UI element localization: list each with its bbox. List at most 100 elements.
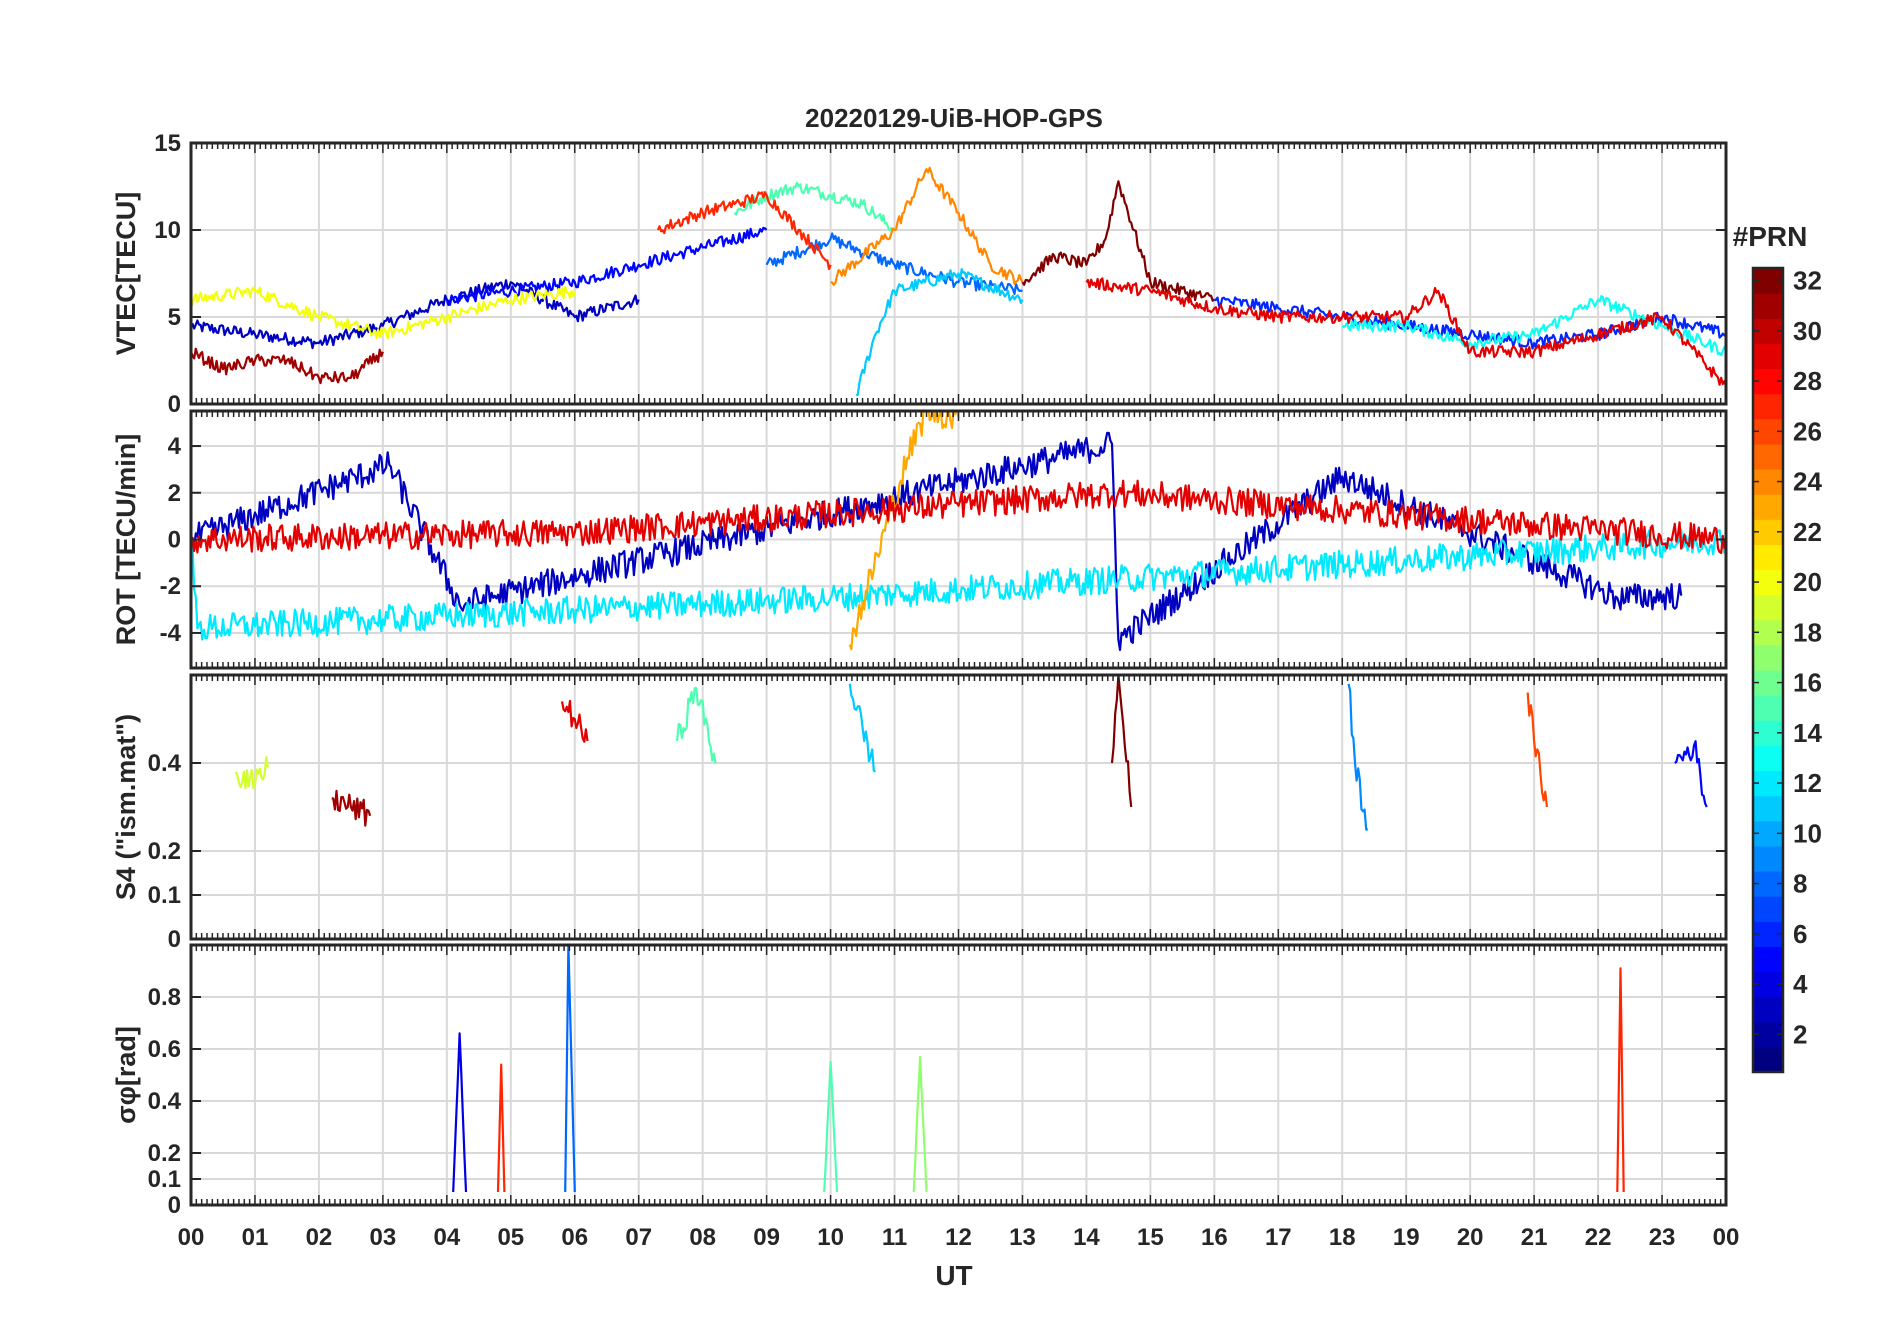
colorbar-segment — [1753, 393, 1783, 420]
series-line-prn-9 — [1347, 683, 1369, 831]
x-tick-label: 02 — [306, 1224, 333, 1251]
x-tick-label: 03 — [370, 1224, 397, 1251]
colorbar-segment — [1753, 544, 1783, 571]
x-tick-label: 00 — [1713, 1224, 1740, 1251]
y-tick-label: 0.4 — [148, 750, 182, 777]
y-tick-label: 0 — [168, 926, 181, 953]
colorbar-segment — [1753, 343, 1783, 370]
colorbar-tick-label: 18 — [1793, 617, 1822, 647]
colorbar-tick-label: 26 — [1793, 416, 1822, 446]
colorbar-tick-label: 4 — [1793, 969, 1808, 999]
x-tick-label: 08 — [689, 1224, 716, 1251]
y-tick-label: 10 — [154, 217, 181, 244]
colorbar-segment — [1753, 946, 1783, 973]
x-tick-label: 05 — [497, 1224, 524, 1251]
series-group — [452, 945, 1625, 1193]
series-line-prn-15 — [823, 1060, 839, 1193]
colorbar-tick-label: 2 — [1793, 1019, 1807, 1049]
colorbar-tick-label: 8 — [1793, 869, 1807, 899]
series-line-prn-20 — [191, 285, 576, 340]
x-tick-label: 06 — [561, 1224, 588, 1251]
x-tick-label: 07 — [625, 1224, 652, 1251]
series-line-prn-29 — [191, 479, 1726, 555]
series-line-prn-3 — [191, 279, 640, 350]
x-tick-label: 22 — [1585, 1224, 1612, 1251]
y-tick-label: 0 — [168, 391, 181, 418]
colorbar-segment — [1753, 996, 1783, 1023]
series-line-prn-15 — [733, 181, 896, 232]
series-line-prn-11 — [848, 683, 877, 773]
y-axis-label: VTEC[TECU] — [111, 192, 141, 356]
colorbar-tick-label: 28 — [1793, 366, 1822, 396]
y-tick-label: 15 — [154, 130, 181, 157]
y-tick-label: 0.6 — [148, 1036, 181, 1063]
y-tick-labels: 0 0.1 0.2 0.4 — [148, 750, 1726, 953]
x-tick-label: 13 — [1009, 1224, 1036, 1251]
x-tick-label: 11 — [882, 1224, 907, 1251]
colorbar-tick-label: 24 — [1793, 467, 1822, 497]
series-line-prn-12 — [191, 528, 1726, 641]
x-tick-label: 16 — [1201, 1224, 1228, 1251]
y-tick-label: 0.1 — [148, 882, 181, 909]
colorbar-segment — [1753, 494, 1783, 520]
x-tick-label: 10 — [817, 1224, 844, 1251]
series-group — [234, 675, 1708, 831]
series-line-prn-8 — [564, 945, 576, 1193]
x-tick-label: 23 — [1649, 1224, 1676, 1251]
series-line-prn-27 — [1616, 967, 1625, 1193]
series-line-prn-31 — [191, 347, 384, 385]
x-ticks — [190, 945, 1727, 1205]
colorbar-segment — [1753, 745, 1783, 772]
colorbar-tick-label: 30 — [1793, 316, 1822, 346]
x-tick-label: 00 — [178, 1224, 205, 1251]
series-line-prn-15 — [676, 687, 717, 764]
y-tick-label: -2 — [160, 573, 181, 600]
colorbar-segment — [1753, 896, 1783, 922]
y-axis-label: σφ[rad] — [111, 1026, 141, 1124]
x-ticks — [190, 675, 1727, 939]
series-line-prn-26 — [1526, 692, 1548, 808]
y-tick-labels: 00.10.2 0.4 0.6 0.8 — [148, 984, 1726, 1219]
chart-title: 20220129-UiB-HOP-GPS — [805, 103, 1103, 133]
series-line-prn-29 — [560, 699, 589, 743]
x-tick-label: 14 — [1073, 1224, 1100, 1251]
y-tick-label: 0.4 — [148, 1088, 182, 1115]
series-line-prn-32 — [1021, 180, 1215, 302]
y-tick-label: 0.2 — [148, 838, 181, 865]
colorbar-segment — [1753, 644, 1783, 671]
colorbar-segment — [1753, 1046, 1783, 1073]
x-tick-label: 15 — [1137, 1224, 1164, 1251]
colorbar-tick-label: 22 — [1793, 517, 1822, 547]
y-tick-label: 0 — [168, 1192, 181, 1219]
series-line-prn-32 — [1110, 675, 1133, 808]
panel-sigma-phi: 00.10.2 0.4 0.6 0.8 σφ[rad] — [111, 943, 1728, 1219]
grid — [191, 675, 1726, 939]
y-tick-label: 0.8 — [148, 984, 181, 1011]
panel-vtec: 0 5 10 15 VTEC[TECU] — [111, 130, 1728, 418]
x-tick-label: 01 — [242, 1224, 269, 1251]
colorbar-tick-label: 32 — [1793, 266, 1822, 296]
series-line-prn-5 — [1674, 740, 1708, 808]
series-line-prn-5 — [445, 226, 768, 307]
colorbar-label: #PRN — [1733, 221, 1808, 252]
colorbar-segment — [1753, 293, 1783, 319]
series-line-prn-17 — [912, 1055, 928, 1193]
series-line-prn-13 — [1341, 295, 1726, 357]
grid — [191, 945, 1726, 1205]
colorbar-tick-label: 10 — [1793, 818, 1822, 848]
x-axis-label: UT — [935, 1260, 972, 1291]
series-group — [191, 411, 1726, 651]
y-tick-label: -4 — [160, 620, 182, 647]
series-group — [191, 166, 1726, 397]
colorbar-tick-label: 20 — [1793, 567, 1822, 597]
y-tick-label: 0 — [168, 527, 181, 554]
panel-rot: -4 -2 0 2 4 ROT [TECU/min] — [111, 409, 1728, 670]
colorbar-tick-label: 16 — [1793, 668, 1822, 698]
x-tick-label: 20 — [1457, 1224, 1484, 1251]
x-tick-label: 21 — [1521, 1224, 1548, 1251]
x-tick-label: 04 — [433, 1224, 460, 1251]
y-axis-label: S4 ("ism.mat") — [111, 714, 141, 900]
x-tick-label: 12 — [945, 1224, 972, 1251]
